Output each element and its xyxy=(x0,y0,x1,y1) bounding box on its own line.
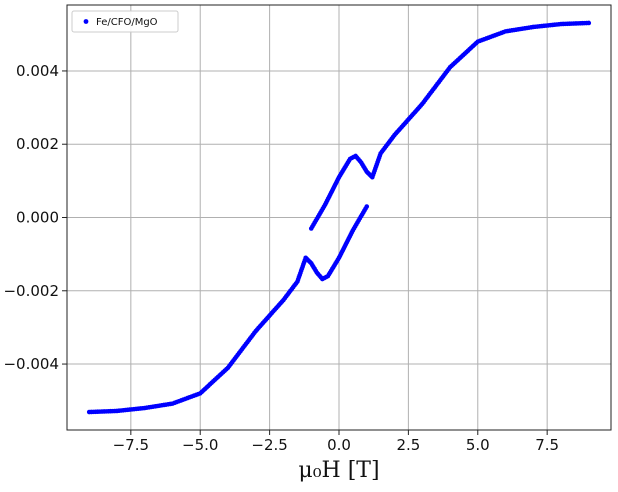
data-point xyxy=(308,226,314,231)
data-points xyxy=(86,20,592,415)
legend-label: Fe/CFO/MgO xyxy=(96,17,158,28)
y-axis-ticks: −0.004 −0.002 0.000 0.002 0.004 xyxy=(3,62,67,373)
legend-box xyxy=(71,10,179,33)
x-tick-label: −5.0 xyxy=(182,436,218,454)
y-tick-label: −0.002 xyxy=(3,282,59,300)
y-tick-label: 0.000 xyxy=(16,209,59,227)
x-tick-label: 2.5 xyxy=(396,436,420,454)
x-axis-ticks: −7.5 −5.0 −2.5 0.0 2.5 5.0 7.5 xyxy=(113,430,559,454)
x-tick-label: 7.5 xyxy=(535,436,559,454)
x-tick-label: −2.5 xyxy=(251,436,287,454)
x-tick-label: 0.0 xyxy=(327,436,351,454)
legend: Fe/CFO/MgO xyxy=(71,10,179,33)
legend-marker xyxy=(83,19,89,24)
x-tick-label: −7.5 xyxy=(113,436,149,454)
x-axis-label: μ₀H [T] xyxy=(298,458,379,483)
data-point xyxy=(364,204,370,209)
x-tick-label: 5.0 xyxy=(466,436,490,454)
y-tick-label: −0.004 xyxy=(3,355,59,373)
y-tick-label: 0.004 xyxy=(16,62,59,80)
y-tick-label: 0.002 xyxy=(16,135,59,153)
grid-lines xyxy=(67,5,611,430)
